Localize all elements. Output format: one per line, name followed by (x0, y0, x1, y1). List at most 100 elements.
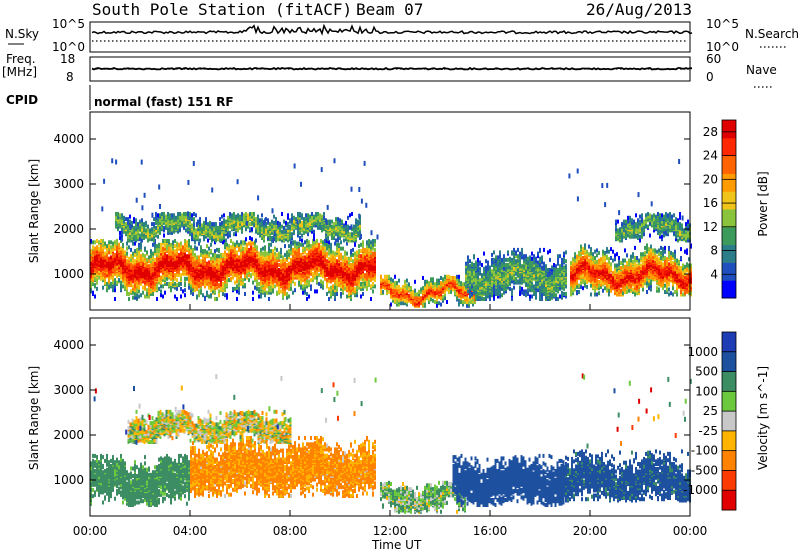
scatter-cell (338, 242, 340, 247)
scatter-cell (142, 279, 144, 284)
scatter-cell (305, 229, 307, 234)
scatter-cell (134, 292, 136, 296)
scatter-cell (145, 220, 147, 225)
scatter-cell (410, 292, 412, 297)
scatter-cell (370, 270, 372, 275)
scatter-cell (292, 290, 294, 295)
scatter-cell (272, 255, 274, 260)
scatter-cell (350, 252, 352, 257)
scatter-cell (163, 233, 165, 238)
scatter-cell (110, 269, 112, 274)
scatter-cell (287, 225, 289, 230)
scatter-cell (202, 252, 204, 257)
scatter-cell (94, 246, 96, 251)
scatter-cell (94, 273, 96, 278)
scatter-cell (410, 286, 412, 291)
scatter-cell (336, 292, 338, 296)
scatter-cell (275, 237, 277, 242)
scatter-cell (308, 250, 310, 255)
scatter-cell (221, 237, 223, 242)
scatter-cell (278, 268, 280, 272)
scatter-cell (342, 246, 344, 251)
scatter-cell (114, 281, 116, 286)
scatter-cell (174, 285, 176, 290)
scatter-cell (170, 274, 172, 279)
scatter-cell (350, 249, 352, 254)
scatter-cell (167, 218, 169, 223)
scatter-cell (124, 269, 126, 274)
scatter-cell (94, 283, 96, 288)
scatter-cell (147, 224, 149, 229)
scatter-cell (144, 246, 146, 251)
scatter-cell (328, 256, 330, 261)
scatter-cell (186, 276, 188, 281)
scatter-cell (131, 238, 133, 243)
scatter-cell (238, 289, 240, 294)
scatter-cell (100, 275, 102, 280)
scatter-cell (372, 251, 374, 256)
scatter-cell (286, 254, 288, 259)
scatter-cell (349, 225, 351, 230)
scatter-cell (104, 251, 106, 256)
scatter-cell (290, 246, 292, 251)
scatter-cell (152, 255, 154, 260)
scatter-cell (92, 290, 94, 295)
scatter-cell (170, 288, 172, 293)
scatter-cell (118, 255, 120, 260)
scatter-cell (204, 278, 206, 283)
scatter-cell (301, 213, 303, 218)
scatter-cell (267, 228, 269, 233)
scatter-cell (212, 285, 214, 290)
scatter-cell (284, 271, 286, 276)
scatter-cell (356, 281, 358, 286)
scatter-cell (114, 245, 116, 250)
scatter-cell (162, 249, 164, 254)
scatter-cell (408, 293, 410, 298)
scatter-cell (174, 268, 176, 272)
scatter-cell (412, 292, 414, 297)
scatter-cell (208, 285, 210, 290)
scatter-cell (164, 239, 166, 243)
scatter-cell (224, 293, 226, 298)
scatter-cell (214, 281, 216, 286)
scatter-cell (352, 247, 354, 252)
scatter-cell (272, 249, 274, 254)
scatter-cell (404, 297, 406, 302)
scatter-cell (224, 250, 226, 255)
scatter-cell (350, 263, 352, 267)
scatter-cell (270, 255, 272, 260)
scatter-cell (364, 247, 366, 252)
scatter-cell (270, 260, 272, 265)
scatter-cell (120, 254, 122, 259)
scatter-cell (227, 224, 229, 229)
scatter-cell (396, 281, 398, 286)
scatter-cell (143, 232, 145, 237)
scatter-cell (160, 284, 162, 289)
scatter-cell (151, 227, 153, 232)
scatter-cell (112, 279, 114, 284)
scatter-cell (264, 278, 266, 283)
scatter-cell (354, 286, 356, 291)
scatter-cell (402, 297, 404, 302)
scatter-cell (198, 293, 200, 298)
scatter-cell (236, 284, 238, 289)
scatter-cell (312, 251, 314, 256)
scatter-cell (274, 246, 276, 251)
scatter-cell (366, 252, 368, 257)
cpid-value: normal (fast) 151 RF (94, 95, 234, 109)
scatter-cell (380, 288, 382, 293)
scatter-cell (390, 277, 392, 282)
scatter-cell (146, 288, 148, 293)
scatter-cell (336, 284, 338, 289)
scatter-cell (293, 219, 295, 224)
scatter-cell (285, 223, 287, 228)
scatter-cell (104, 280, 106, 285)
scatter-cell (137, 224, 139, 229)
scatter-cell (312, 275, 314, 280)
scatter-cell (200, 280, 202, 285)
scatter-cell (359, 220, 361, 225)
scatter-cell (246, 246, 248, 251)
scatter-cell (192, 275, 194, 280)
scatter-cell (282, 289, 284, 294)
scatter-cell (334, 294, 336, 299)
